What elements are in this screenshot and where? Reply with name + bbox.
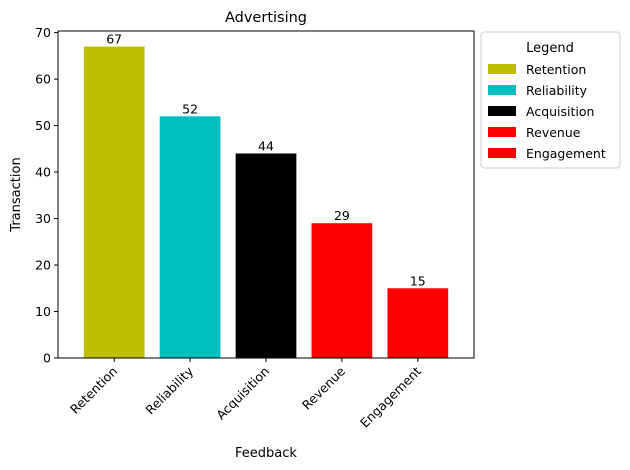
y-tick-label: 20 <box>35 258 51 273</box>
x-axis-label: Feedback <box>235 446 297 461</box>
x-tick-label: Retention <box>67 364 120 417</box>
legend-swatch <box>488 85 516 95</box>
plot-frame <box>57 30 475 359</box>
legend-swatch <box>488 148 516 158</box>
legend-entry-label: Reliability <box>526 83 588 98</box>
legend-swatch <box>488 127 516 137</box>
x-tick-label: Engagement <box>357 363 424 430</box>
bar-value-label: 29 <box>334 208 350 223</box>
legend-title: Legend <box>526 41 574 56</box>
legend-entry-label: Engagement <box>526 146 606 161</box>
y-axis: 0 10 20 30 40 50 60 70 <box>35 25 58 366</box>
bars <box>83 46 449 358</box>
legend-entry-label: Acquisition <box>526 104 594 119</box>
chart-title: Advertising <box>225 10 307 26</box>
legend-entries: Retention Reliability Acquisition Revenue En… <box>488 62 606 161</box>
bar-value-label: 67 <box>106 32 122 47</box>
bar <box>235 153 297 358</box>
bar-value-label: 15 <box>410 273 426 288</box>
bar <box>387 288 449 358</box>
y-tick-label: 10 <box>35 304 51 319</box>
bar-value-label: 44 <box>258 138 274 153</box>
legend-swatch <box>488 64 516 74</box>
x-tick-label: Acquisition <box>213 364 272 423</box>
y-tick-label: 60 <box>35 72 51 87</box>
bar-value-labels: 67 52 44 29 15 <box>106 32 426 289</box>
legend-swatch <box>488 106 516 116</box>
legend: Legend RetentionReliabilityAcquisitionRe… <box>480 31 621 169</box>
bar <box>83 46 145 358</box>
x-tick-label: Revenue <box>299 363 348 412</box>
y-axis-label: Transaction <box>9 157 24 232</box>
y-tick-label: 0 <box>43 351 51 366</box>
y-tick-label: 30 <box>35 211 51 226</box>
y-tick-label: 40 <box>35 165 51 180</box>
legend-entry-label: Retention <box>526 62 586 77</box>
bar <box>159 116 221 358</box>
y-tick-label: 50 <box>35 118 51 133</box>
y-tick-label: 70 <box>35 25 51 40</box>
x-tick-label: Reliability <box>142 363 196 417</box>
bar-value-label: 52 <box>182 101 198 116</box>
legend-entry-label: Revenue <box>526 125 581 140</box>
x-axis: Retention Reliability Acquisition Revenue En… <box>67 358 424 431</box>
bar <box>311 223 373 358</box>
